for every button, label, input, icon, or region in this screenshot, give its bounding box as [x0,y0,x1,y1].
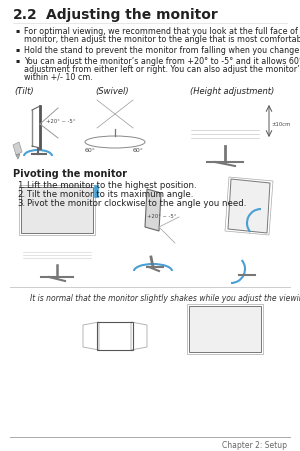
Polygon shape [189,306,261,352]
Text: 2.: 2. [17,189,25,198]
Text: Pivoting the monitor: Pivoting the monitor [13,169,127,179]
Text: monitor, then adjust the monitor to the angle that is most comfortable for you.: monitor, then adjust the monitor to the … [24,35,300,44]
Text: Chapter 2: Setup: Chapter 2: Setup [222,440,287,449]
Polygon shape [94,186,98,198]
Text: 60°: 60° [133,147,144,152]
Polygon shape [228,179,270,234]
Polygon shape [145,189,161,231]
Text: Pivot the monitor clockwise to the angle you need.: Pivot the monitor clockwise to the angle… [27,198,246,207]
Text: (Swivel): (Swivel) [95,87,129,96]
Text: +20° ~ -5°: +20° ~ -5° [46,119,75,124]
Text: You can adjust the monitor’s angle from +20° to -5° and it allows 60° swivel: You can adjust the monitor’s angle from … [24,57,300,66]
Text: 2.2: 2.2 [13,8,38,22]
Text: 1.: 1. [17,180,25,189]
Text: ▪: ▪ [15,58,19,63]
Polygon shape [13,143,22,156]
Text: Adjusting the monitor: Adjusting the monitor [46,8,218,22]
Text: Lift the monitor to the highest position.: Lift the monitor to the highest position… [27,180,197,189]
Text: within +/- 10 cm.: within +/- 10 cm. [24,73,93,82]
Text: Hold the stand to prevent the monitor from falling when you change its angle.: Hold the stand to prevent the monitor fr… [24,46,300,55]
Text: 60°: 60° [85,147,96,152]
Text: 3.: 3. [17,198,25,207]
Text: adjustment from either left or right. You can also adjust the monitor’s height: adjustment from either left or right. Yo… [24,65,300,74]
Polygon shape [21,188,93,234]
Text: ▪: ▪ [15,28,19,33]
Text: Tilt the monitor to its maximum angle.: Tilt the monitor to its maximum angle. [27,189,194,198]
Text: ▪: ▪ [15,47,19,52]
Text: ±10cm: ±10cm [271,121,290,126]
Polygon shape [16,155,20,160]
Text: It is normal that the monitor slightly shakes while you adjust the viewing angle: It is normal that the monitor slightly s… [30,293,300,302]
Text: (Height adjustment): (Height adjustment) [190,87,274,96]
Text: +20° ~ -5°: +20° ~ -5° [147,213,176,219]
Text: For optimal viewing, we recommend that you look at the full face of the: For optimal viewing, we recommend that y… [24,27,300,36]
Text: (Tilt): (Tilt) [14,87,34,96]
